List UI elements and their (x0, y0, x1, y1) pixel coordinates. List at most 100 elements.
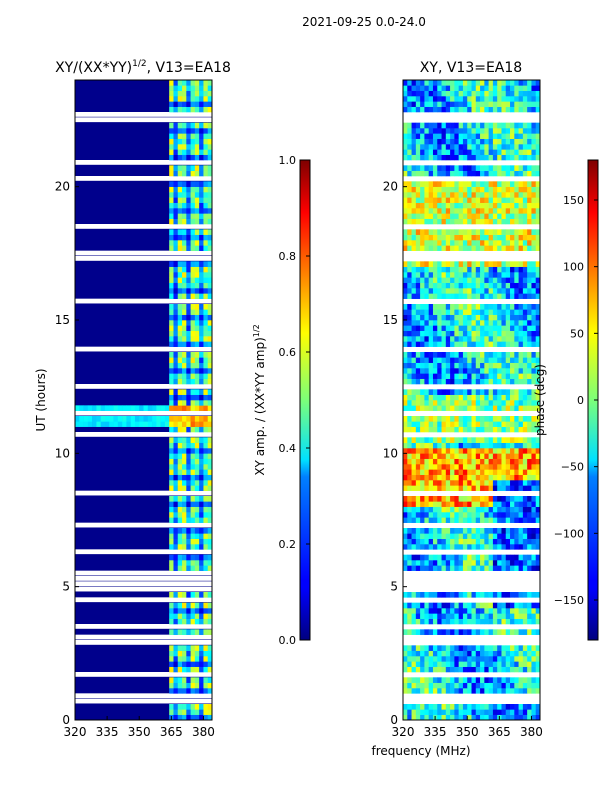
amplitude-cell (207, 682, 213, 689)
phase-cell (518, 202, 524, 209)
phase-cell (505, 538, 511, 545)
amplitude-colorbar-tick-label: 0.0 (279, 634, 297, 647)
phase-cell (411, 661, 417, 667)
amplitude-cell (186, 165, 191, 171)
phase-cell (420, 709, 425, 715)
phase-cell (510, 608, 515, 614)
phase-cell (527, 448, 532, 454)
amplitude-cell (190, 608, 196, 614)
amplitude-cell (169, 272, 174, 278)
amplitude-cell (186, 101, 191, 107)
amplitude-cell (139, 421, 144, 427)
amplitude-cell (126, 421, 131, 427)
amplitude-cell (194, 304, 200, 310)
phase-cell (437, 618, 442, 625)
phase-cell (454, 437, 459, 443)
amplitude-cell (207, 266, 213, 273)
phase-cell (441, 330, 447, 337)
amplitude-cell (190, 501, 196, 507)
phase-cell (518, 266, 524, 273)
phase-cell (403, 80, 408, 86)
phase-cell (480, 416, 485, 422)
phase-cell (458, 373, 464, 379)
phase-cell (522, 90, 528, 97)
amplitude-cell (194, 336, 200, 342)
phase-cell (441, 544, 447, 550)
phase-cell (420, 154, 425, 161)
phase-cell (527, 362, 532, 369)
phase-cell (514, 426, 519, 433)
phase-x-tick-label: 365 (488, 725, 511, 739)
phase-cell (445, 240, 451, 246)
phase-cell (505, 144, 511, 150)
phase-cell (437, 288, 442, 294)
phase-cell (403, 480, 408, 486)
amplitude-cell (207, 469, 213, 475)
phase-cell (497, 533, 502, 539)
amplitude-cell (182, 165, 187, 171)
phase-cell (522, 128, 528, 134)
phase-cell (450, 661, 455, 667)
phase-cell (415, 85, 421, 91)
amplitude-cell (182, 666, 187, 673)
phase-cell (531, 533, 537, 539)
phase-cell (492, 357, 498, 363)
amplitude-cell (194, 245, 200, 251)
phase-cell (458, 650, 464, 657)
phase-cell (514, 458, 519, 465)
phase-cell (535, 416, 541, 422)
phase-cell (450, 656, 455, 662)
phase-cell (462, 517, 468, 523)
phase-cell (411, 122, 417, 129)
phase-cell (522, 330, 528, 337)
phase-cell (467, 485, 472, 491)
amplitude-cell (194, 554, 200, 561)
phase-cell (471, 517, 477, 523)
phase-cell (535, 453, 541, 459)
amplitude-cell (173, 309, 179, 315)
phase-cell (411, 480, 417, 486)
phase-cell (510, 101, 515, 107)
amplitude-cell (207, 666, 213, 673)
amplitude-cell (169, 469, 174, 475)
phase-cell (510, 416, 515, 422)
phase-cell (497, 704, 502, 710)
phase-cell (480, 602, 485, 609)
amplitude-cell (199, 709, 204, 715)
phase-cell (484, 416, 489, 422)
phase-cell (462, 362, 468, 369)
phase-cell (407, 197, 412, 203)
phase-cell (411, 186, 417, 193)
amplitude-cell (194, 341, 200, 347)
phase-cell (497, 378, 502, 385)
phase-cell (531, 453, 537, 459)
amplitude-cell (177, 554, 183, 561)
amplitude-cell (182, 560, 187, 566)
phase-cell (471, 474, 477, 481)
phase-cell (450, 496, 455, 502)
amplitude-cell (194, 218, 200, 225)
phase-cell (497, 485, 502, 491)
phase-cell (420, 218, 425, 225)
phase-cell (505, 149, 511, 155)
phase-cell (407, 218, 412, 225)
phase-cell (411, 602, 417, 609)
amplitude-cell (182, 469, 187, 475)
phase-cell (458, 202, 464, 209)
phase-cell (411, 330, 417, 337)
phase-cell (450, 485, 455, 491)
phase-cell (420, 533, 425, 539)
phase-cell (437, 453, 442, 459)
phase-cell (522, 592, 528, 598)
phase-cell (441, 357, 447, 363)
amplitude-cell (190, 453, 196, 459)
phase-cell (458, 240, 464, 246)
amplitude-cell (100, 421, 106, 427)
amplitude-cell (186, 362, 191, 369)
phase-cell (522, 485, 528, 491)
phase-cell (467, 677, 472, 683)
amplitude-cell (173, 378, 179, 385)
phase-cell (407, 368, 412, 374)
phase-cell (518, 704, 524, 710)
phase-cell (488, 149, 494, 155)
